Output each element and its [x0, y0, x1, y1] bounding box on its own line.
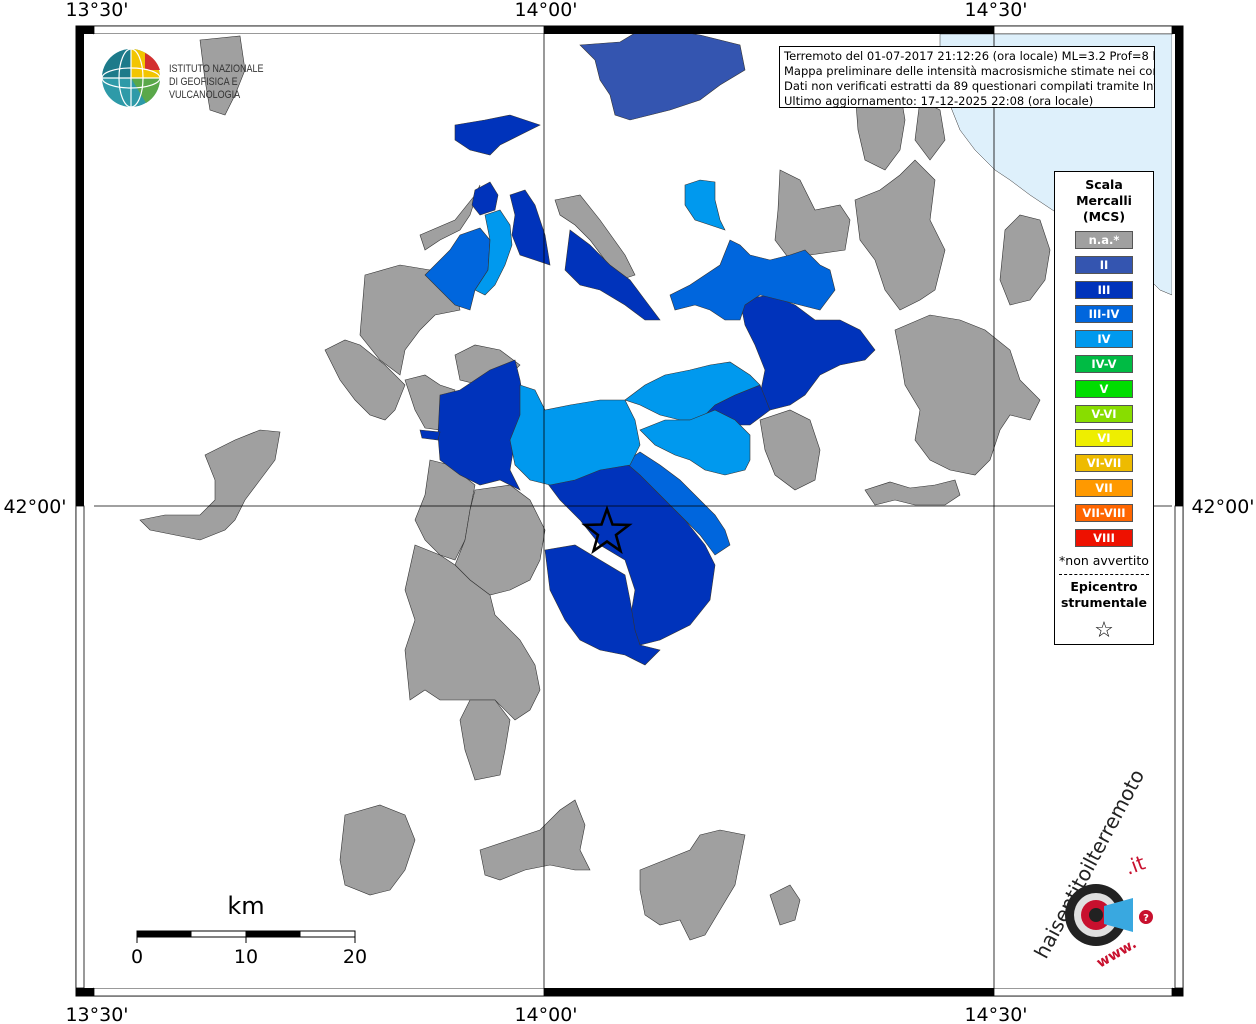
lon-label-bottom-2: 14°00': [514, 1004, 577, 1024]
municipalities-na: [139, 35, 1051, 941]
legend-item: VII-VIII: [1075, 503, 1133, 522]
info-line-event: Terremoto del 01-07-2017 21:12:26 (ora l…: [784, 49, 1155, 63]
legend-item: V-VI: [1075, 404, 1133, 423]
legend-item: VIII: [1075, 528, 1133, 547]
hsit-question: ?: [1143, 913, 1149, 924]
scale-tick-20: 20: [343, 946, 367, 968]
lat-label-left: 42°00': [3, 496, 66, 518]
legend-item: VI-VII: [1075, 454, 1133, 473]
legend-epicenter-label: Epicentro strumentale: [1055, 579, 1153, 611]
legend-divider: [1059, 574, 1149, 576]
scale-tick-10: 10: [234, 946, 258, 968]
earthquake-info-box: Terremoto del 01-07-2017 21:12:26 (ora l…: [779, 46, 1155, 108]
ingv-name-line2: DI GEOFISICA E VULCANOLOGIA: [169, 76, 241, 101]
legend-item: IV: [1075, 330, 1133, 349]
legend-epicenter-line2: strumentale: [1060, 595, 1148, 611]
info-line-updated: Ultimo aggiornamento: 17-12-2025 22:08 (…: [784, 94, 1094, 108]
lon-label-top-1: 13°30': [65, 0, 128, 21]
legend-item: III: [1075, 280, 1133, 299]
ingv-globe-icon: [101, 48, 161, 108]
lon-label-top-3: 14°30': [964, 0, 1027, 21]
legend-note: *non avvertito: [1059, 553, 1149, 569]
legend-title-line1: Scala: [1085, 177, 1123, 192]
scale-unit: km: [227, 892, 264, 920]
legend-star-icon: ☆: [1094, 618, 1114, 644]
lon-label-bottom-3: 14°30': [964, 1004, 1027, 1024]
legend-item: III-IV: [1075, 305, 1133, 324]
municipalities-intensity-iii-iv: [424, 227, 836, 556]
legend-item: II: [1075, 255, 1133, 274]
legend-item: IV-V: [1075, 354, 1133, 373]
municipalities-intensity-iv: [474, 179, 761, 486]
intensity-legend: Scala Mercalli (MCS) n.a.* II III III-IV IV I…: [1054, 171, 1154, 645]
scale-bar: km 0 10 20: [131, 892, 367, 968]
legend-title: Scala Mercalli (MCS): [1055, 177, 1153, 225]
epicenter-star: [581, 505, 633, 555]
lon-label-bottom-1: 13°30': [65, 1004, 128, 1024]
info-line-data-source: Dati non verificati estratti da 89 quest…: [784, 79, 1155, 93]
scale-tick-0: 0: [131, 946, 143, 968]
legend-title-line3: (MCS): [1082, 209, 1126, 224]
legend-epicenter-line1: Epicentro: [1070, 579, 1138, 595]
lat-label-right: 42°00': [1191, 496, 1254, 518]
info-line-description: Mappa preliminare delle intensità macros…: [784, 64, 1155, 78]
legend-item: VI: [1075, 429, 1133, 448]
legend-items: n.a.* II III III-IV IV IV-V V V-VI VI VI-VII VII VI…: [1055, 231, 1153, 547]
lon-label-top-2: 14°00': [514, 0, 577, 21]
legend-item: V: [1075, 379, 1133, 398]
legend-item: n.a.*: [1075, 231, 1133, 249]
ingv-name-line1: ISTITUTO NAZIONALE: [169, 63, 264, 75]
legend-title-line2: Mercalli: [1076, 193, 1132, 208]
legend-item: VII: [1075, 478, 1133, 497]
area-intensity-ii: [579, 34, 746, 121]
ingv-logo: ISTITUTO NAZIONALE DI GEOFISICA E VULCAN…: [101, 48, 311, 112]
